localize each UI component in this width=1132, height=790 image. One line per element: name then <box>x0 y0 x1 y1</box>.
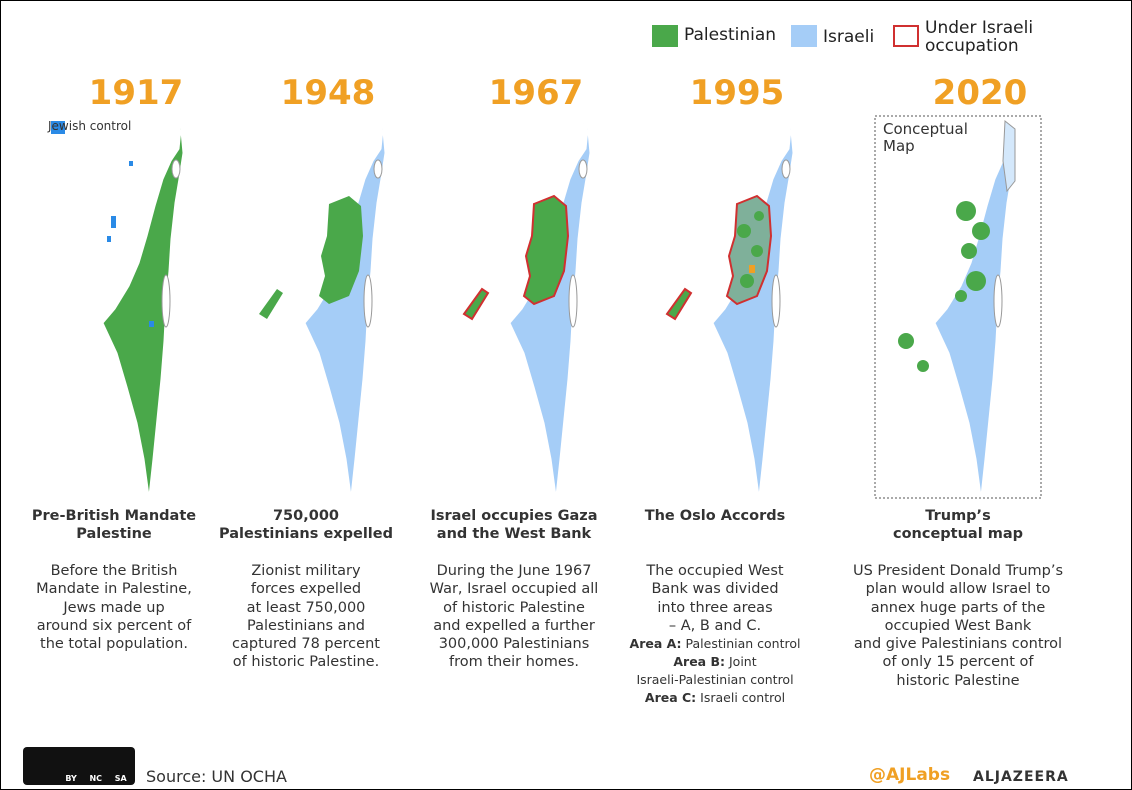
heading-line: Palestinians expelled <box>219 526 393 542</box>
body-line: of historic Palestine. <box>232 654 380 671</box>
body-line: Jews made up <box>63 599 165 616</box>
body-line: and expelled a further <box>433 617 595 634</box>
map-1995 <box>666 120 794 497</box>
map-1948 <box>259 120 386 497</box>
map-note: Jewish control <box>48 119 132 133</box>
body-line: 300,000 Palestinians <box>438 636 590 653</box>
year: 1917 <box>88 73 184 113</box>
handle: @AJLabs <box>869 765 951 785</box>
map-1967 <box>463 120 591 497</box>
body-line: Before the British <box>50 563 178 579</box>
map-1917 <box>51 120 184 497</box>
area-label: Area C: <box>644 690 697 706</box>
body-line: – A, B and C. <box>668 617 762 634</box>
year: 1948 <box>280 73 376 113</box>
heading: Trump’s conceptual map <box>843 507 1073 543</box>
heading: 750,000 Palestinians expelled <box>191 507 421 543</box>
body-line: War, Israel occupied all <box>429 581 599 598</box>
body-line: from their homes. <box>448 654 580 671</box>
heading-line: Pre-British Mandate <box>31 508 197 524</box>
heading: The Oslo Accords <box>600 507 830 525</box>
area-line: Area C: Israeli control <box>600 689 830 707</box>
map-note: Conceptual Map <box>883 120 968 155</box>
body-line: of only 15 percent of <box>882 654 1034 671</box>
area-line: Area B: Joint <box>600 653 830 671</box>
legend-swatch <box>652 25 678 47</box>
body: Zionist military forces expelled at least … <box>191 562 421 672</box>
body-line: Bank was divided <box>651 581 779 598</box>
body-line: occupied West Bank <box>884 617 1032 634</box>
maps <box>51 115 1042 499</box>
legend-label: Under Israeli occupation <box>925 18 1034 56</box>
body-line: plan would allow Israel to <box>865 581 1051 598</box>
body-line: captured 78 percent <box>232 636 380 653</box>
area-text: Palestinian control <box>685 636 801 652</box>
body-line: and give Palestinians control <box>853 636 1063 653</box>
body: During the June 1967 War, Israel occupied… <box>399 562 629 672</box>
area-label: Area B: <box>673 654 725 670</box>
body: The occupied West Bank was divided into th… <box>600 562 830 707</box>
body-line: US President Donald Trump’s <box>853 563 1063 579</box>
year: 2020 <box>932 73 1028 113</box>
body: US President Donald Trump’s plan would al… <box>843 562 1073 690</box>
area-line: Area A: Palestinian control <box>600 635 830 653</box>
body-line: The occupied West <box>646 563 784 579</box>
cc-license: BY NC SA <box>59 774 133 783</box>
heading: Israel occupies Gaza and the West Bank <box>399 507 629 543</box>
license-part: BY <box>65 774 77 783</box>
area-label: Area A: <box>629 636 682 652</box>
heading-line: and the West Bank <box>436 526 592 542</box>
legend-swatch <box>791 25 817 47</box>
heading-line: Trump’s <box>925 508 991 524</box>
body-line: Palestinians and <box>247 617 365 634</box>
heading-line: The Oslo Accords <box>644 508 786 524</box>
license-part: NC <box>89 774 103 783</box>
map-2020 <box>898 119 1016 497</box>
body-line: the total population. <box>40 636 188 653</box>
body: Before the British Mandate in Palestine, J… <box>1 562 229 653</box>
heading-line: conceptual map <box>892 526 1024 542</box>
year: 1995 <box>689 73 785 113</box>
cc-badge <box>23 747 135 785</box>
body-line: Zionist military <box>251 563 361 579</box>
body-line: of historic Palestine <box>443 599 585 616</box>
heading-line: Palestine <box>76 526 152 542</box>
body-line: at least 750,000 <box>246 599 366 616</box>
legend-swatch <box>893 25 919 47</box>
body-line: Mandate in Palestine, <box>36 581 192 598</box>
area-text: Joint <box>728 654 757 670</box>
year: 1967 <box>488 73 584 113</box>
brand: ALJAZEERA <box>973 769 1069 785</box>
heading: Pre-British Mandate Palestine <box>1 507 229 543</box>
heading-line: Israel occupies Gaza <box>430 508 598 524</box>
body-line: annex huge parts of the <box>870 599 1046 616</box>
body-line: into three areas <box>657 599 773 616</box>
legend-label: Palestinian <box>684 25 777 45</box>
area-text: Israeli control <box>700 690 786 706</box>
body-line: historic Palestine <box>896 672 1020 689</box>
heading-line: 750,000 <box>272 508 340 524</box>
body-line: around six percent of <box>36 617 192 634</box>
license-part: SA <box>114 774 127 783</box>
area-line: Israeli-Palestinian control <box>636 672 794 688</box>
source: Source: UN OCHA <box>146 767 287 786</box>
body-line: During the June 1967 <box>436 563 592 579</box>
body-line: forces expelled <box>250 581 362 598</box>
legend-label: Israeli <box>823 27 875 47</box>
